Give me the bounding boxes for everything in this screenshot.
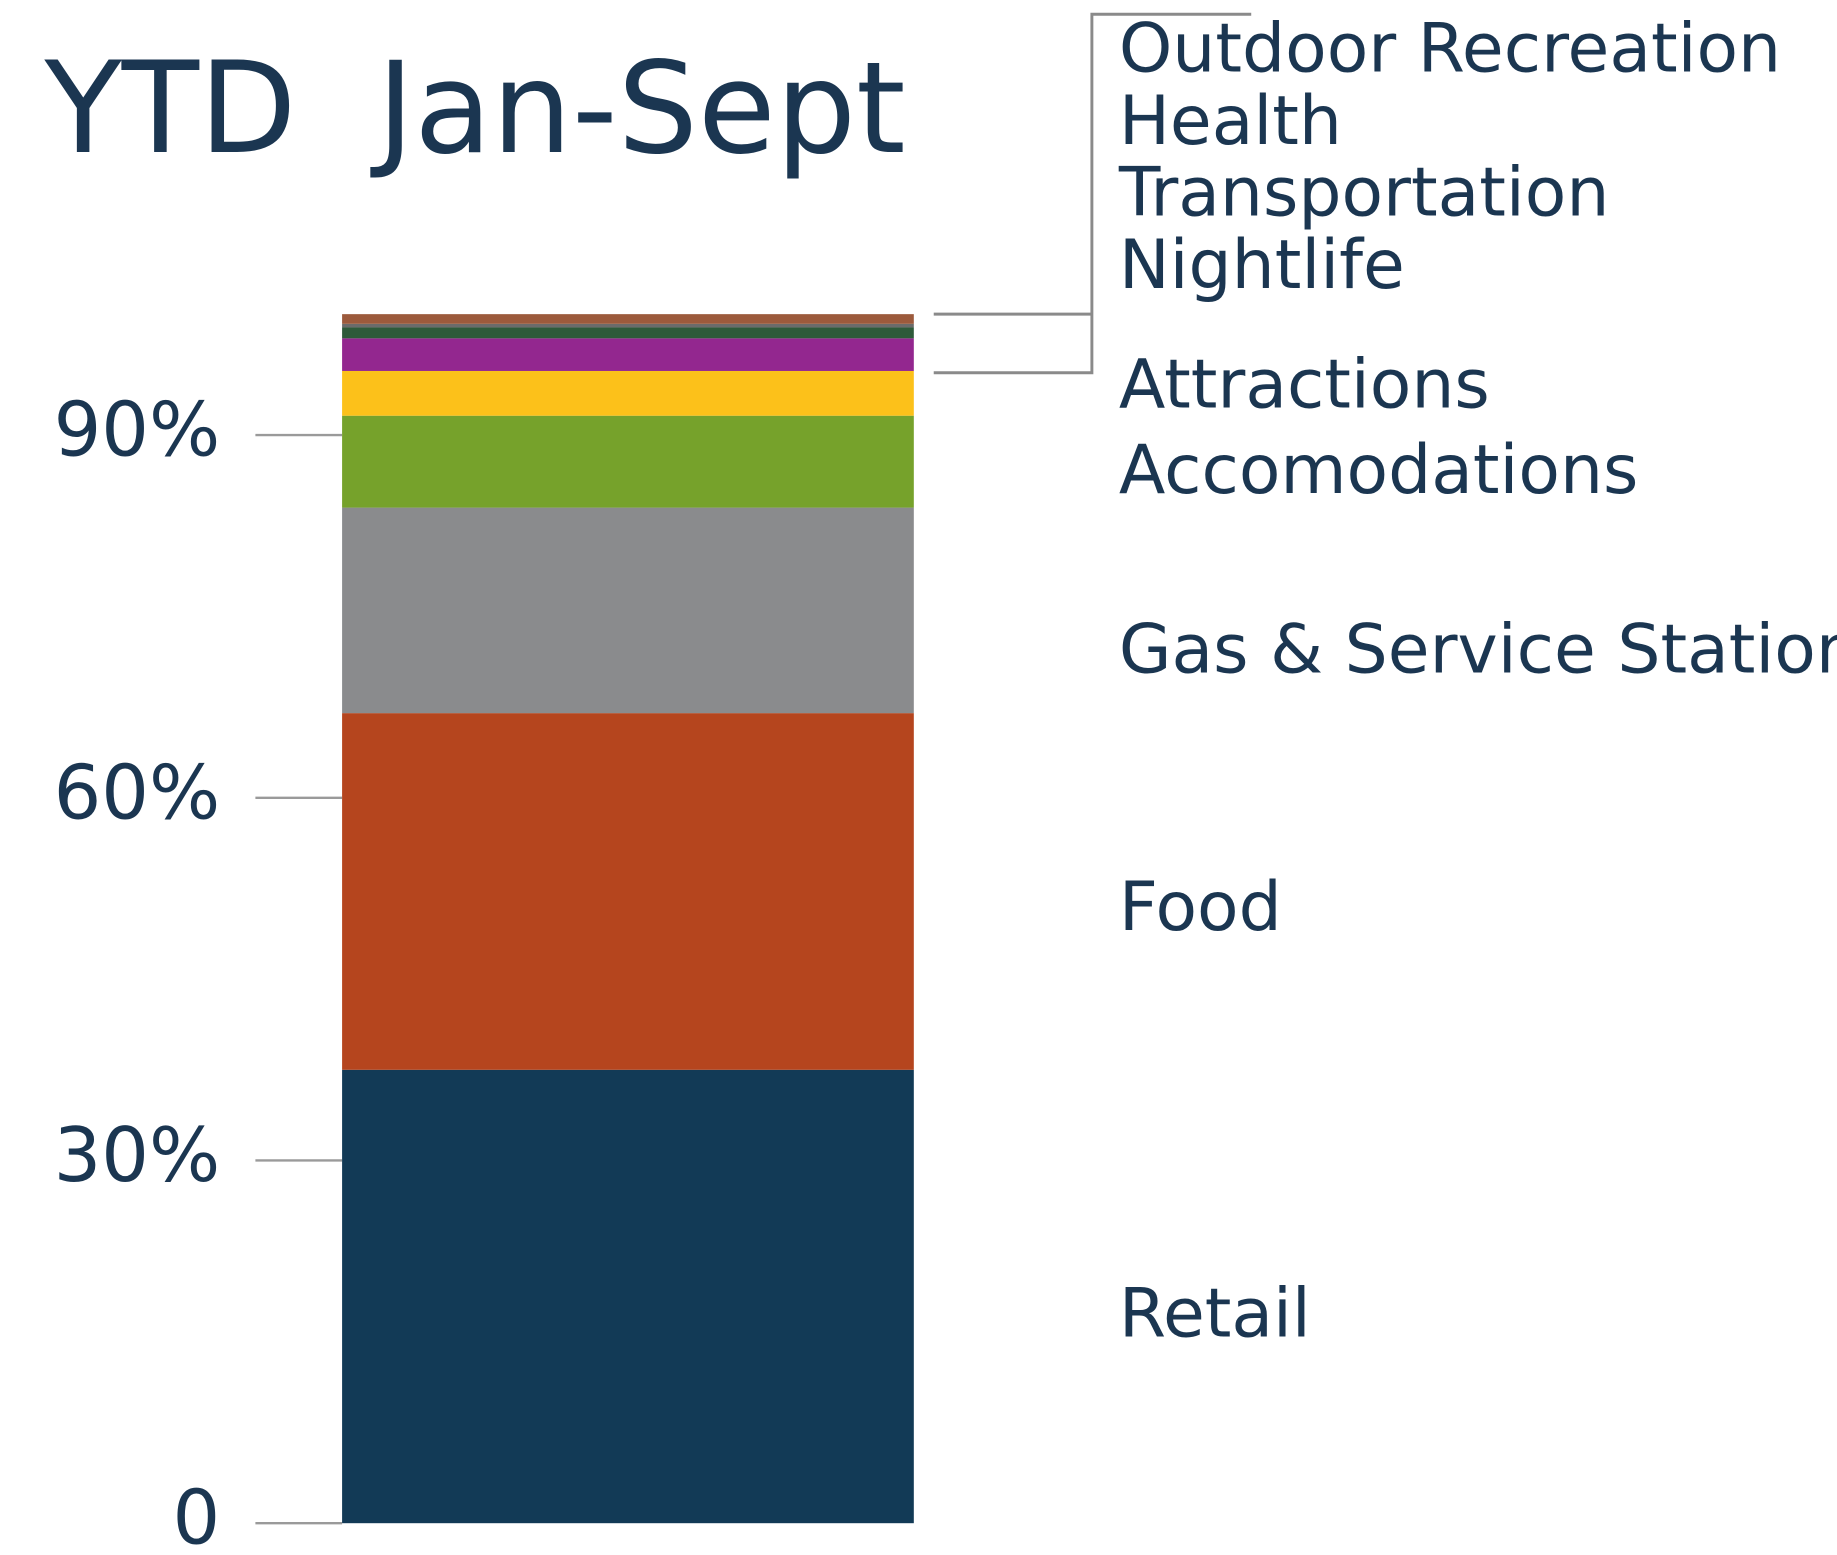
bar-segment [342, 370, 914, 416]
y-tick-label: 30% [54, 1111, 221, 1199]
bar-segment [342, 507, 914, 714]
legend-label: Accomodations [1119, 431, 1639, 510]
legend-label: Transportation [1118, 154, 1610, 233]
legend-label: Outdoor Recreation [1119, 9, 1781, 88]
legend-bracket [933, 12, 1252, 375]
chart-title: YTD Jan-Sept [44, 35, 906, 182]
bar-segment [342, 1069, 914, 1524]
legend-label: Health [1119, 82, 1342, 161]
bar-segment [342, 314, 914, 324]
y-tick-label: 60% [54, 748, 221, 836]
legend-label: Gas & Service Stations [1119, 610, 1837, 689]
bracket-line [933, 12, 1252, 375]
legend-label: Retail [1119, 1275, 1311, 1354]
y-tick-label: 90% [54, 386, 221, 474]
bar-segment [342, 415, 914, 508]
bar-segment [342, 327, 914, 339]
bar-segment [342, 713, 914, 1070]
bar-segment [342, 323, 914, 328]
legend-label: Attractions [1119, 346, 1490, 425]
bar-segment [342, 338, 914, 371]
legend-label: Nightlife [1119, 226, 1405, 305]
legend-label: Food [1119, 868, 1282, 947]
y-tick-label: 0 [173, 1474, 221, 1555]
